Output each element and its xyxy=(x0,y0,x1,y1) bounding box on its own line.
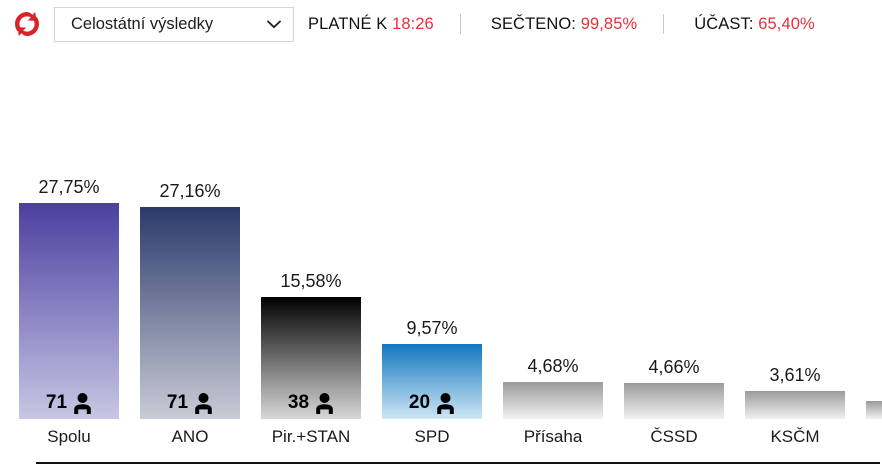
bar[interactable] xyxy=(503,382,603,419)
bar[interactable] xyxy=(140,207,240,419)
status-valid-at-label: PLATNÉ K xyxy=(308,14,388,33)
chevron-down-icon xyxy=(267,20,281,28)
status-valid-at-value: 18:26 xyxy=(392,14,434,33)
bar-group[interactable]: 4,66% ČSSD xyxy=(624,357,724,446)
bar-percent-label: 4,66% xyxy=(648,357,700,377)
bar-seat-count: 71 xyxy=(140,392,240,414)
header-bar: Celostátní výsledky PLATNÉ K 18:26 SEČTE… xyxy=(0,0,882,48)
status-strip: PLATNÉ K 18:26 SEČTENO: 99,85% ÚČAST: 65… xyxy=(294,14,815,34)
bar-percent-label: 4,68% xyxy=(527,356,579,376)
bar-percent-label: 27,75% xyxy=(38,177,100,197)
status-valid-at: PLATNÉ K 18:26 xyxy=(308,15,434,34)
bar[interactable] xyxy=(745,391,845,419)
bar-percent-label: 3,61% xyxy=(769,365,821,385)
seat-number: 38 xyxy=(287,392,310,413)
bar-percent-label: 15,58% xyxy=(280,271,342,291)
bar-percent-label: 27,16% xyxy=(159,181,221,201)
bar[interactable] xyxy=(382,344,482,419)
status-divider-2 xyxy=(663,14,665,34)
bar-seat-count: 38 xyxy=(261,392,361,414)
region-select[interactable]: Celostátní výsledky xyxy=(54,6,294,42)
bar[interactable] xyxy=(19,203,119,419)
status-divider-1 xyxy=(459,14,461,34)
status-counted-label: SEČTENO: xyxy=(490,14,576,33)
bar[interactable] xyxy=(624,383,724,419)
bar-group[interactable]: 27,75% 71 Spolu xyxy=(19,177,119,446)
seat-number: 20 xyxy=(408,392,431,413)
bar-party-label: Pir.+STAN xyxy=(271,427,351,446)
person-icon xyxy=(195,392,212,414)
region-select-value: Celostátní výsledky xyxy=(71,14,214,33)
bar-group[interactable]: 27,16% 71 ANO xyxy=(140,181,240,446)
status-counted: SEČTENO: 99,85% xyxy=(491,15,637,34)
bar-group[interactable]: 3,61% KSČM xyxy=(745,365,845,446)
bar-party-label: Přísaha xyxy=(523,427,583,446)
status-turnout-label: ÚČAST: xyxy=(694,14,754,33)
person-icon xyxy=(316,392,333,414)
bar[interactable] xyxy=(866,401,882,419)
bar[interactable] xyxy=(261,297,361,419)
bar-party-label: SPD xyxy=(414,427,450,446)
bar-party-label: KSČM xyxy=(770,427,820,446)
status-turnout-value: 65,40% xyxy=(758,14,815,33)
results-bar-chart: 27,75% 71 Spolu 27,16% 71 ANO 15,58% 38 Pir.+STA… xyxy=(0,48,882,471)
refresh-icon[interactable] xyxy=(12,9,42,39)
chart-baseline-rule xyxy=(36,462,880,464)
person-icon xyxy=(437,392,454,414)
seat-number: 71 xyxy=(166,392,189,413)
bar-group[interactable] xyxy=(866,401,882,419)
person-icon xyxy=(74,392,91,414)
bar-group[interactable]: 9,57% 20 SPD xyxy=(382,318,482,446)
bar-seat-count: 71 xyxy=(19,392,119,414)
status-turnout: ÚČAST: 65,40% xyxy=(694,15,815,34)
seat-number: 71 xyxy=(45,392,68,413)
bar-seat-count: 20 xyxy=(382,392,482,414)
bar-party-label: ČSSD xyxy=(650,427,698,446)
status-counted-value: 99,85% xyxy=(580,14,638,33)
bar-group[interactable]: 15,58% 38 Pir.+STAN xyxy=(261,271,361,446)
bar-percent-label: 9,57% xyxy=(406,318,458,338)
bar-group[interactable]: 4,68% Přísaha xyxy=(503,356,603,446)
bar-party-label: Spolu xyxy=(47,427,91,446)
bar-party-label: ANO xyxy=(171,427,209,446)
